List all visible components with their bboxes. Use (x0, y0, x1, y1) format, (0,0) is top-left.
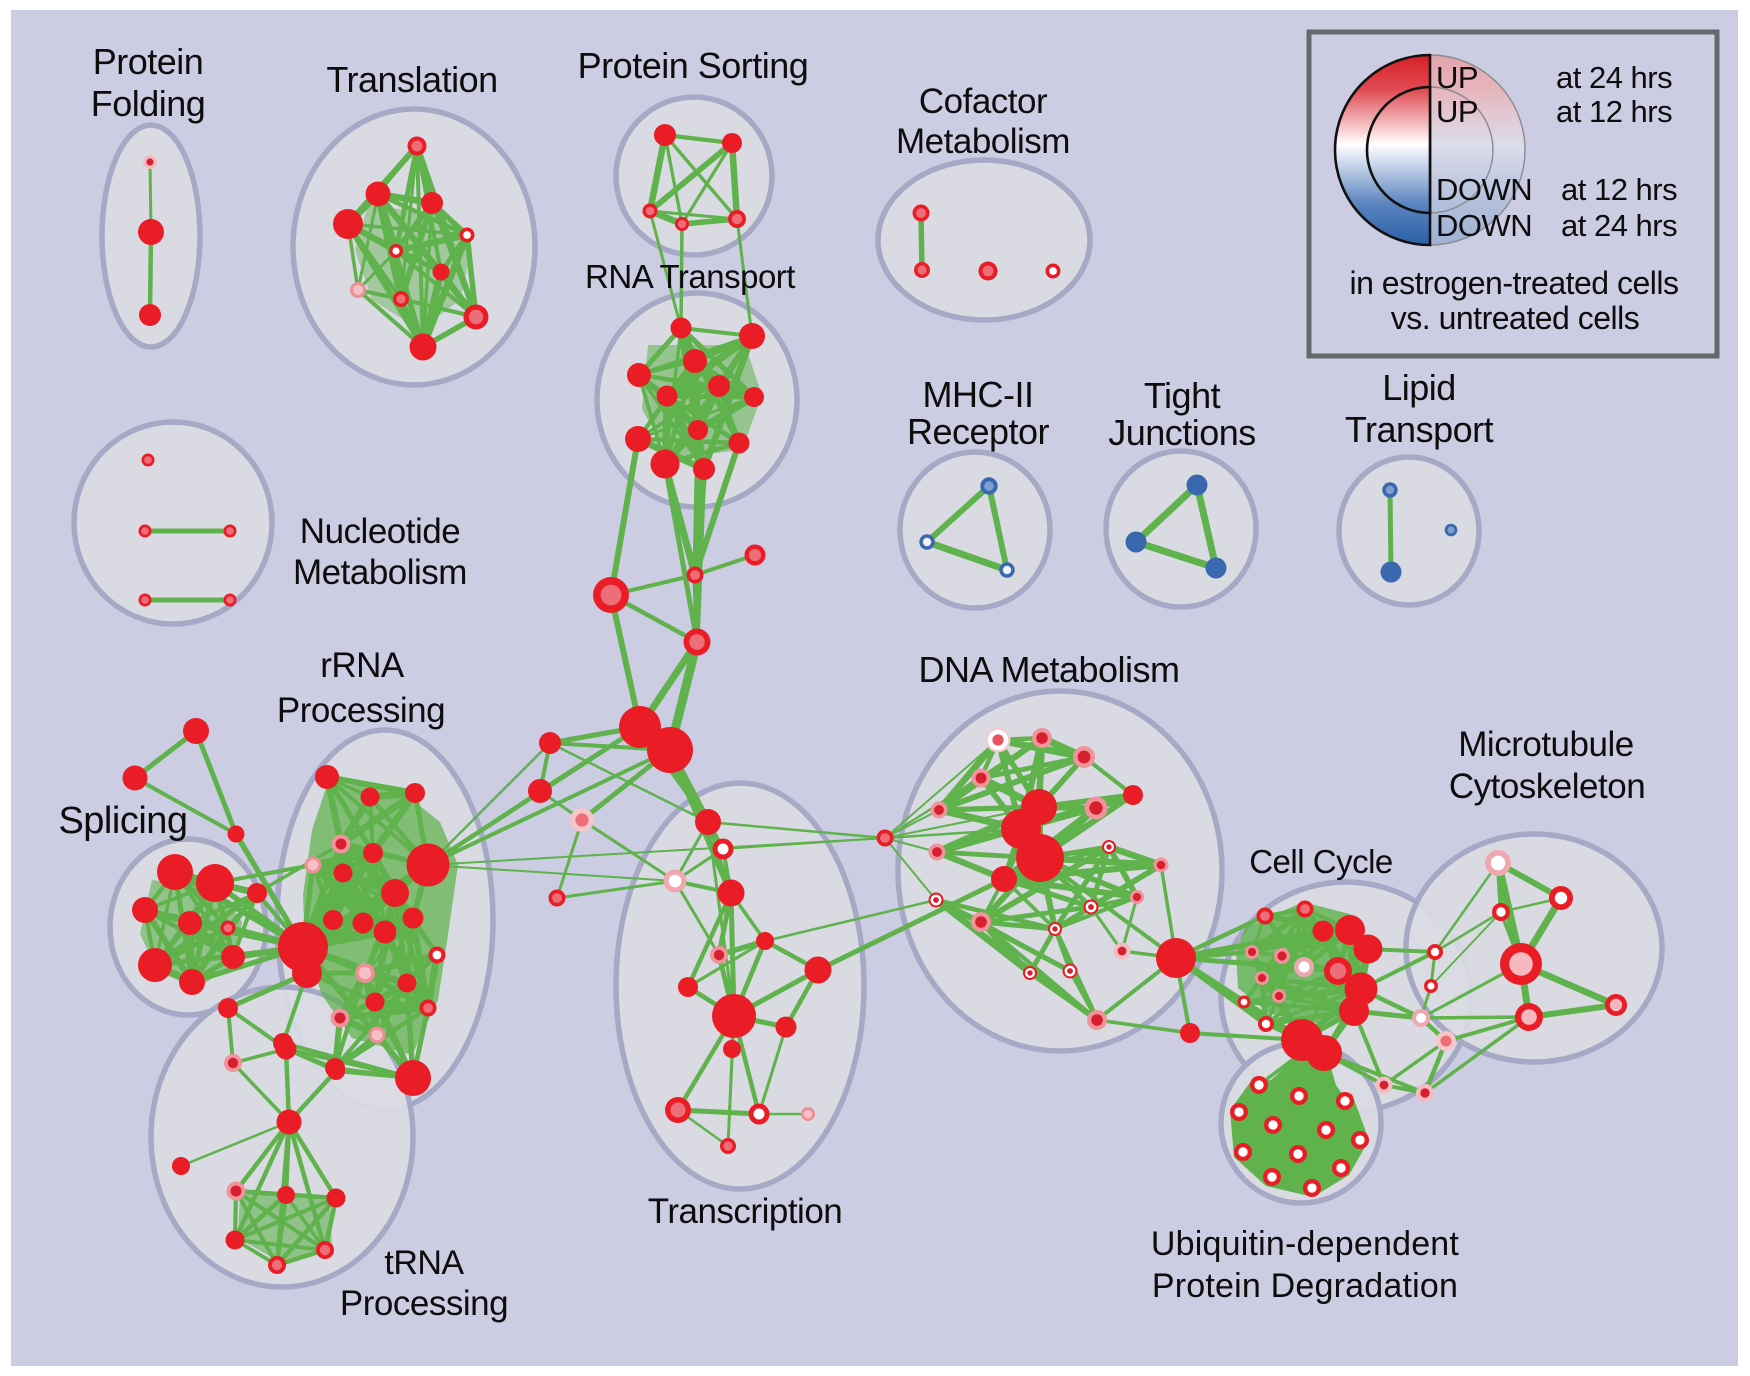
svg-text:Processing: Processing (277, 691, 445, 730)
svg-text:at 24 hrs: at 24 hrs (1561, 208, 1677, 243)
svg-text:Protein Sorting: Protein Sorting (578, 45, 809, 86)
svg-text:DNA Metabolism: DNA Metabolism (918, 649, 1179, 690)
svg-text:Receptor: Receptor (907, 411, 1050, 452)
svg-text:Protein: Protein (93, 41, 204, 82)
svg-text:tRNA: tRNA (384, 1244, 464, 1282)
svg-text:Metabolism: Metabolism (293, 553, 467, 592)
svg-text:in estrogen-treated cells: in estrogen-treated cells (1349, 265, 1678, 301)
svg-text:Cell Cycle: Cell Cycle (1249, 843, 1393, 880)
svg-text:at 12 hrs: at 12 hrs (1561, 172, 1677, 207)
svg-text:Cofactor: Cofactor (919, 82, 1048, 121)
svg-text:Protein Degradation: Protein Degradation (1152, 1267, 1458, 1305)
svg-text:rRNA: rRNA (320, 646, 405, 685)
svg-text:MHC-II: MHC-II (923, 374, 1034, 415)
svg-text:Nucleotide: Nucleotide (300, 512, 460, 551)
svg-text:Junctions: Junctions (1108, 412, 1256, 453)
svg-text:Transcription: Transcription (648, 1192, 843, 1231)
svg-text:Microtubule: Microtubule (1458, 725, 1633, 764)
svg-text:Splicing: Splicing (58, 800, 187, 842)
svg-text:UP: UP (1436, 60, 1478, 95)
svg-text:Metabolism: Metabolism (896, 122, 1070, 161)
svg-text:Transport: Transport (1345, 409, 1494, 450)
svg-text:Cytoskeleton: Cytoskeleton (1449, 767, 1645, 806)
svg-text:Tight: Tight (1144, 375, 1221, 416)
svg-text:UP: UP (1436, 94, 1478, 129)
svg-text:vs. untreated cells: vs. untreated cells (1391, 300, 1639, 336)
svg-text:at 24 hrs: at 24 hrs (1556, 60, 1672, 95)
svg-text:DOWN: DOWN (1436, 172, 1532, 207)
svg-text:Lipid: Lipid (1382, 367, 1456, 408)
svg-text:Processing: Processing (340, 1284, 508, 1323)
svg-text:Folding: Folding (91, 83, 206, 124)
svg-text:Translation: Translation (326, 59, 497, 100)
svg-text:at 12 hrs: at 12 hrs (1556, 94, 1672, 129)
svg-text:RNA Transport: RNA Transport (585, 258, 795, 295)
svg-text:DOWN: DOWN (1436, 208, 1532, 243)
svg-text:Ubiquitin-dependent: Ubiquitin-dependent (1151, 1225, 1459, 1263)
